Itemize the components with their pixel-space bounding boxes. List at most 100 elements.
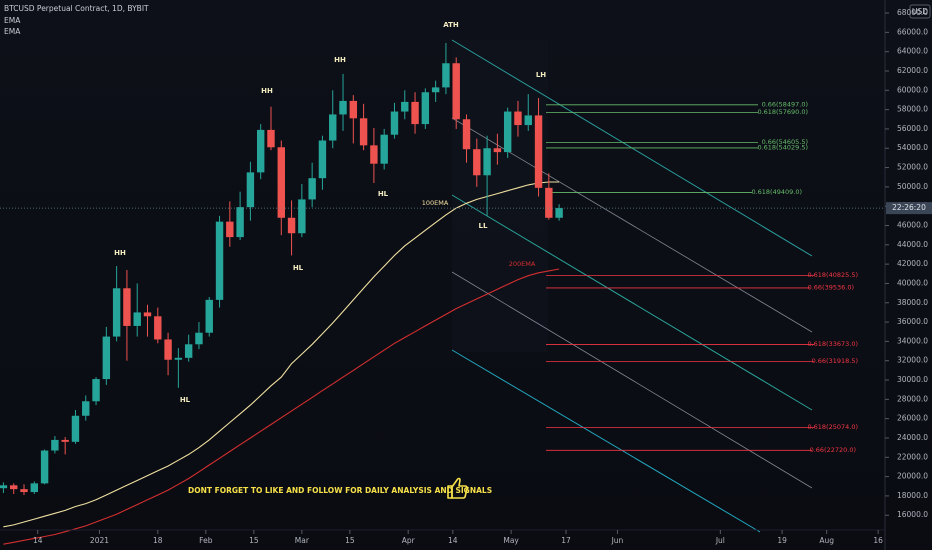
- candle-body: [473, 149, 481, 176]
- candle-body: [503, 111, 512, 153]
- candle-body: [71, 415, 80, 442]
- candle-body: [143, 312, 152, 317]
- candle-body: [40, 450, 49, 484]
- fib-label: 0.618(57690.0): [757, 108, 808, 116]
- chart-title: BTCUSD Perpetual Contract, 1D, BYBIT: [4, 4, 149, 13]
- currency[interactable]: USD: [912, 7, 928, 16]
- channel-line: [451, 349, 761, 533]
- fib-label: 0.66(39536.0): [808, 283, 854, 291]
- candle-body: [246, 172, 255, 208]
- annotation: HH: [334, 56, 346, 64]
- plot-area: [0, 39, 885, 545]
- y-tick-label: 62000.0: [897, 66, 928, 75]
- indicator-label: EMA: [4, 27, 21, 36]
- candle-body: [298, 199, 306, 234]
- candle-body: [380, 134, 388, 164]
- candle-body: [287, 217, 296, 234]
- fib-label: 0.618(25074.0): [807, 423, 858, 431]
- x-tick-label: 14: [33, 536, 43, 545]
- candle-body: [256, 129, 265, 173]
- currency-box[interactable]: [909, 4, 931, 19]
- y-tick-label: 64000.0: [897, 47, 928, 56]
- candle-body: [184, 344, 193, 358]
- y-tick-label: 26000.0: [897, 414, 928, 423]
- candle-body: [112, 288, 121, 337]
- thumbs-up-icon: [447, 477, 469, 499]
- candle-body: [514, 111, 522, 126]
- candle-body: [462, 119, 471, 150]
- y-tick-label: 30000.0: [897, 375, 928, 384]
- candle-body: [0, 485, 8, 489]
- candle-body: [51, 439, 59, 451]
- y-tick-label: 28000.0: [897, 394, 928, 403]
- candle-body: [329, 114, 337, 141]
- channel-line: [451, 117, 813, 333]
- annotation: HH: [114, 249, 126, 257]
- candle-body: [82, 401, 90, 416]
- x-tick-label: Jul: [715, 536, 725, 545]
- fib-label: 0.66(22720.0): [810, 446, 856, 454]
- y-tick-label: 46000.0: [897, 221, 928, 230]
- y-tick-label: 34000.0: [897, 336, 928, 345]
- candle-body: [30, 483, 39, 493]
- fib-label: 0.618(33673.0): [807, 340, 858, 348]
- annotation: HL: [293, 264, 304, 272]
- x-tick-label: Apr: [402, 536, 416, 545]
- y-tick-label: 54000.0: [897, 143, 928, 152]
- y-tick-label: 20000.0: [897, 472, 928, 481]
- ema-label: 200EMA: [509, 260, 536, 268]
- candle-body: [555, 208, 563, 218]
- candle-body: [308, 178, 316, 200]
- annotation: ATH: [443, 21, 459, 29]
- fib-label: 0.66(31918.5): [812, 357, 858, 365]
- candle-body: [390, 111, 399, 135]
- y-tick-label: 68000.0: [897, 8, 928, 17]
- candle-body: [236, 207, 244, 238]
- countdown: 22:26:20: [892, 203, 926, 212]
- y-tick-label: 36000.0: [897, 317, 928, 326]
- annotation: HL: [378, 190, 389, 198]
- candle-body: [267, 129, 275, 148]
- candle-body: [226, 221, 234, 238]
- candle-body: [318, 140, 327, 179]
- candle-body: [61, 439, 69, 442]
- y-tick-label: 24000.0: [897, 433, 928, 442]
- annotation: LH: [536, 71, 546, 79]
- fib-label: 0.618(49409.0): [751, 188, 802, 196]
- indicator-label: EMA: [4, 16, 21, 25]
- candle-body: [493, 148, 502, 153]
- candle-body: [195, 332, 203, 345]
- candle-body: [524, 115, 532, 126]
- y-tick-label: 22000.0: [897, 452, 928, 461]
- candle-body: [215, 221, 224, 300]
- candle-body: [349, 100, 358, 119]
- y-tick-label: 60000.0: [897, 85, 928, 94]
- fib-label: 0.66(58497.0): [762, 100, 808, 108]
- ema-label: 100EMA: [422, 199, 449, 207]
- fib-label: 0.66(54605.5): [762, 138, 808, 146]
- x-tick-label: Aug: [819, 536, 834, 545]
- y-tick-label: 56000.0: [897, 124, 928, 133]
- candle-body: [411, 101, 419, 125]
- x-tick-label: Feb: [199, 536, 213, 545]
- candle-body: [339, 100, 347, 115]
- candle-body: [431, 87, 440, 93]
- ema-line: [3, 181, 560, 528]
- annotation: LL: [479, 222, 488, 230]
- candle-body: [154, 316, 162, 340]
- candle-body: [10, 485, 18, 490]
- y-tick-label: 40000.0: [897, 278, 928, 287]
- y-tick-label: 32000.0: [897, 356, 928, 365]
- candle-body: [534, 115, 543, 188]
- candle-body: [401, 101, 409, 112]
- candle-body: [277, 147, 285, 218]
- fib-label: 0.618(54029.5): [757, 143, 808, 151]
- y-tick-label: 58000.0: [897, 105, 928, 114]
- y-tick-label: 42000.0: [897, 259, 928, 268]
- ema-line: [3, 268, 560, 545]
- candle-body: [123, 288, 131, 326]
- fib-label: 0.618(40825.5): [807, 271, 858, 279]
- annotation: HH: [261, 87, 273, 95]
- annotation: HL: [180, 396, 191, 404]
